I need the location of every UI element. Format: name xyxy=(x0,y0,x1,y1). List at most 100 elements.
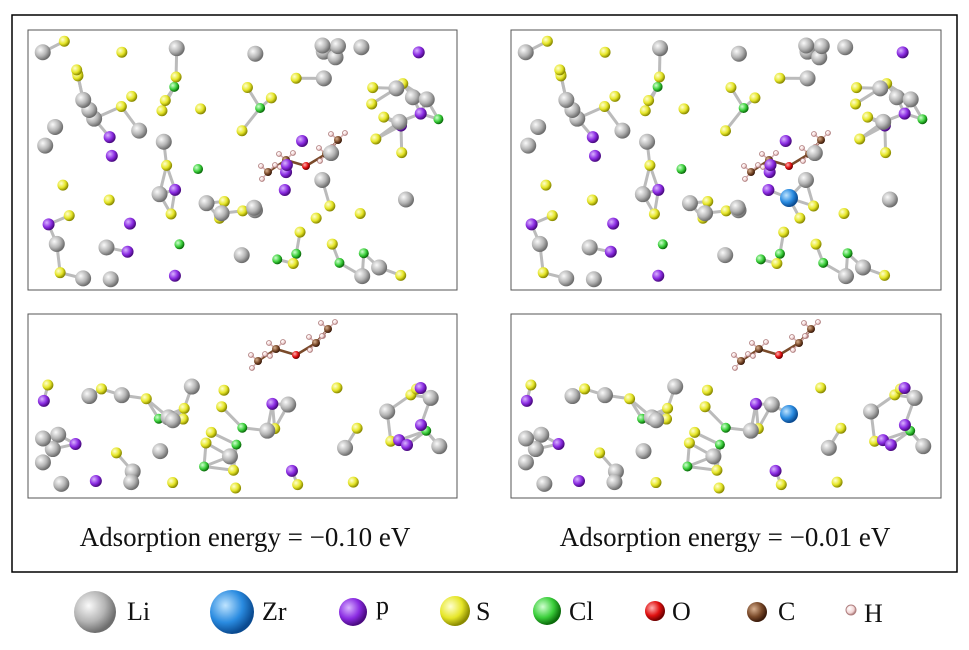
atom-p xyxy=(652,269,665,282)
atom-cl xyxy=(657,239,668,250)
atom-s xyxy=(324,200,336,212)
atom-s xyxy=(115,101,127,113)
atom-li xyxy=(314,37,331,54)
atom-s xyxy=(230,482,242,494)
atom-h xyxy=(280,339,286,345)
structure-panel xyxy=(510,29,942,291)
atom-s xyxy=(63,210,75,222)
atom-s xyxy=(331,382,343,394)
atom-o xyxy=(775,351,783,359)
atom-li xyxy=(314,171,331,188)
atom-li xyxy=(151,186,168,203)
atom-p xyxy=(898,418,911,431)
legend-label: Zr xyxy=(262,597,287,626)
atom-s xyxy=(720,125,732,137)
atom-li xyxy=(729,199,746,216)
atoms xyxy=(517,319,932,494)
atom-li xyxy=(520,137,537,154)
atom-li xyxy=(155,133,172,150)
atom-s xyxy=(854,133,866,145)
atom-li xyxy=(906,389,923,406)
legend-label: C xyxy=(778,597,795,626)
atom-s xyxy=(699,401,711,413)
atom-p xyxy=(414,418,427,431)
atom-li xyxy=(123,474,140,491)
legend-swatch xyxy=(747,602,767,622)
atom-c xyxy=(817,136,825,144)
atom-cl xyxy=(652,81,663,92)
atom-s xyxy=(838,207,850,219)
atom-s xyxy=(57,179,69,191)
atom-s xyxy=(218,196,230,208)
legend-swatch xyxy=(645,601,665,621)
atom-cl xyxy=(917,114,928,125)
atom-s xyxy=(103,194,115,206)
atom-li xyxy=(37,137,54,154)
atom-li xyxy=(697,205,714,222)
atom-h xyxy=(319,333,325,339)
atom-h xyxy=(249,365,255,371)
atom-cl xyxy=(237,422,248,433)
atom-li xyxy=(581,239,598,256)
atom-li xyxy=(875,113,892,130)
atom-s xyxy=(702,196,714,208)
atom-s xyxy=(167,477,179,489)
atom-s xyxy=(662,402,674,414)
atom-h xyxy=(749,340,755,346)
atom-li xyxy=(533,426,550,443)
atom-p xyxy=(69,438,82,451)
atom-p xyxy=(266,397,279,410)
atom-cl xyxy=(818,257,829,268)
atom-h xyxy=(755,162,761,168)
atom-h xyxy=(307,347,313,353)
atom-li xyxy=(152,443,169,460)
atom-li xyxy=(872,80,889,97)
atom-s xyxy=(287,257,299,269)
atom-h xyxy=(790,347,796,353)
atom-li xyxy=(183,378,200,395)
atom-li xyxy=(531,235,548,252)
legend-label: O xyxy=(672,597,691,626)
atom-li xyxy=(315,70,332,87)
atom-li xyxy=(518,430,535,447)
atom-li xyxy=(667,378,684,395)
atom-h xyxy=(800,158,806,164)
atom-li xyxy=(517,454,534,471)
atom-p xyxy=(764,158,777,171)
atom-s xyxy=(624,393,636,405)
atom-c xyxy=(264,168,272,176)
atom-s xyxy=(366,98,378,110)
atom-h xyxy=(773,150,779,156)
atom-li xyxy=(34,44,51,61)
atom-s xyxy=(586,194,598,206)
atom-h xyxy=(272,162,278,168)
atom-li xyxy=(530,118,547,135)
atom-h xyxy=(248,352,254,358)
atom-p xyxy=(607,217,620,230)
atom-c xyxy=(747,168,755,176)
atom-p xyxy=(414,382,427,395)
atom-s xyxy=(140,393,152,405)
atom-cl xyxy=(199,461,210,472)
atom-s xyxy=(711,464,723,476)
atom-li xyxy=(517,44,534,61)
atom-s xyxy=(579,383,591,395)
atom-h xyxy=(825,130,831,136)
atom-s xyxy=(689,426,701,438)
atom-li xyxy=(280,396,297,413)
atom-s xyxy=(178,402,190,414)
atom-li xyxy=(902,91,919,108)
atom-h xyxy=(267,353,273,359)
atom-li xyxy=(50,426,67,443)
atom-li xyxy=(35,430,52,447)
atom-s xyxy=(95,383,107,395)
atom-li xyxy=(379,403,396,420)
atom-h xyxy=(801,320,807,326)
atom-li xyxy=(48,235,65,252)
atom-li xyxy=(606,474,623,491)
atom-s xyxy=(310,212,322,224)
atom-li xyxy=(585,271,602,288)
atom-s xyxy=(58,35,70,47)
legend-swatch xyxy=(845,604,857,616)
atom-cl xyxy=(334,257,345,268)
